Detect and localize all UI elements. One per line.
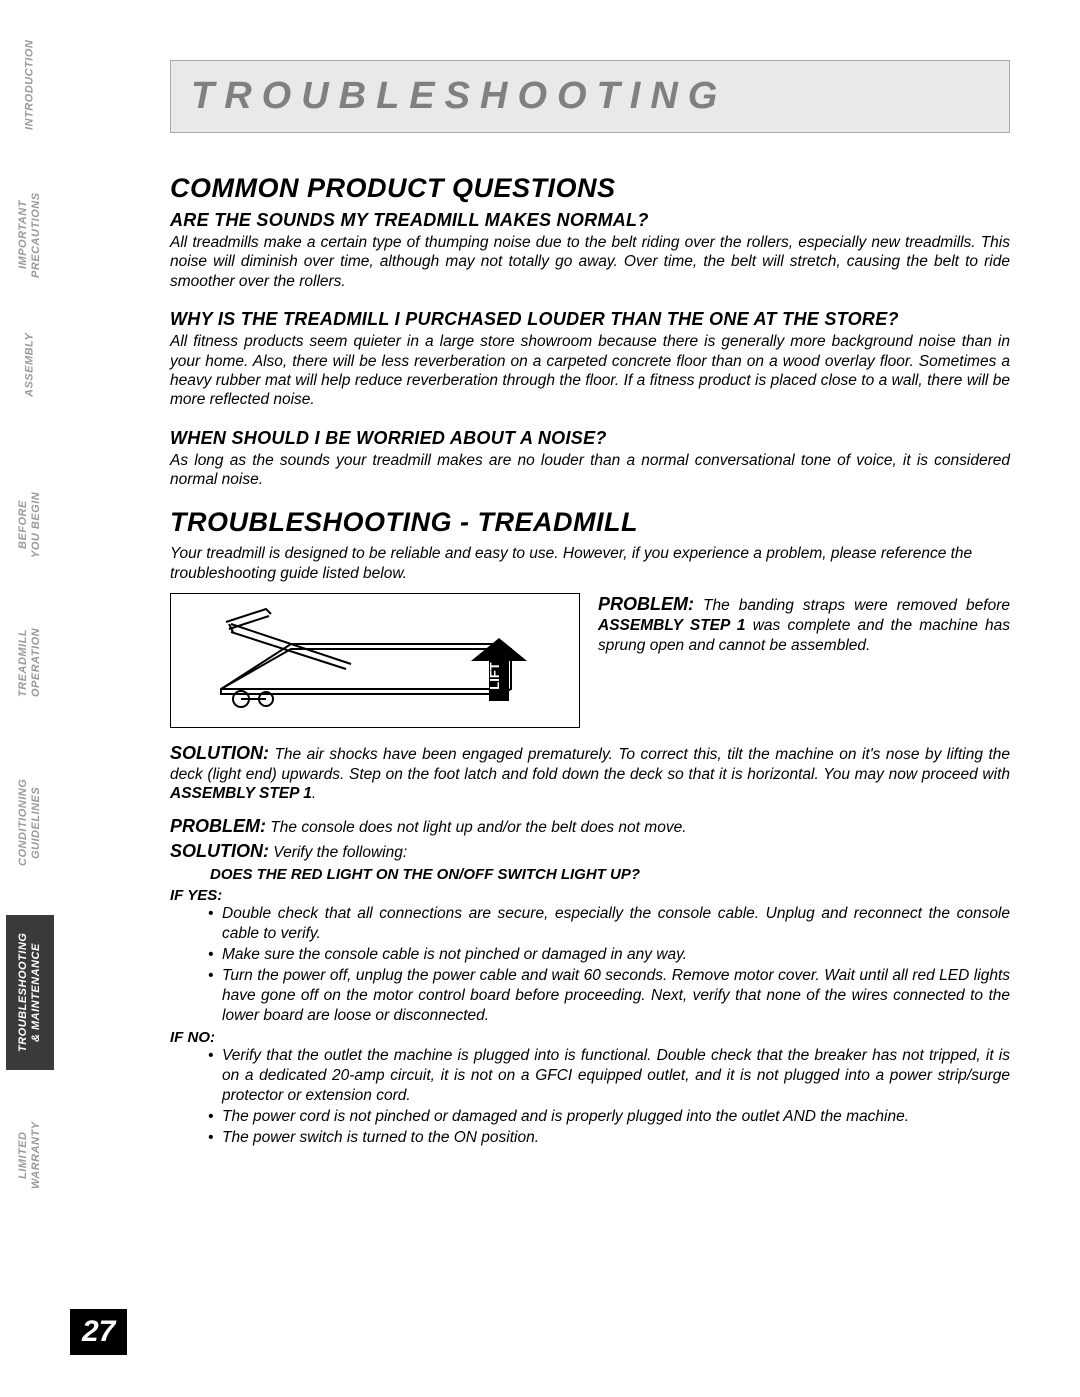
q3-title: WHEN SHOULD I BE WORRIED ABOUT A NOISE?	[170, 428, 1010, 449]
list-item: Make sure the console cable is not pinch…	[208, 945, 1010, 965]
sub-question: DOES THE RED LIGHT ON THE ON/OFF SWITCH …	[210, 866, 1010, 883]
section-title: TROUBLESHOOTING	[191, 75, 989, 118]
sidebar-tab[interactable]: ASSEMBLY	[6, 320, 54, 410]
q3-body: As long as the sounds your treadmill mak…	[170, 451, 1010, 490]
sidebar-tab[interactable]: CONDITIONINGGUIDELINES	[6, 760, 54, 885]
sidebar-tab[interactable]: INTRODUCTION	[6, 30, 54, 140]
sidebar-tab[interactable]: TROUBLESHOOTING& MAINTENANCE	[6, 915, 54, 1070]
problem-label: PROBLEM:	[170, 816, 266, 836]
sidebar-tab[interactable]: LIMITEDWARRANTY	[6, 1105, 54, 1205]
list-item: Double check that all connections are se…	[208, 904, 1010, 944]
solution1-text: SOLUTION: The air shocks have been engag…	[170, 742, 1010, 803]
if-yes-label: IF YES:	[170, 887, 1010, 904]
troubleshooting-intro: Your treadmill is designed to be reliabl…	[170, 544, 1010, 583]
if-yes-bullets: Double check that all connections are se…	[208, 904, 1010, 1025]
q1-title: ARE THE SOUNDS MY TREADMILL MAKES NORMAL…	[170, 210, 1010, 231]
main-content: TROUBLESHOOTING COMMON PRODUCT QUESTIONS…	[170, 60, 1010, 1148]
problem2-text: PROBLEM: The console does not light up a…	[170, 815, 1010, 838]
treadmill-diagram: LIFT	[170, 593, 580, 728]
problem-label: PROBLEM:	[598, 594, 694, 614]
solution-label: SOLUTION:	[170, 743, 269, 763]
q2-title: WHY IS THE TREADMILL I PURCHASED LOUDER …	[170, 309, 1010, 330]
page-number: 27	[70, 1309, 127, 1355]
sidebar-tab[interactable]: TREADMILLOPERATION	[6, 610, 54, 715]
sidebar-tab[interactable]: IMPORTANTPRECAUTIONS	[6, 175, 54, 295]
q1-body: All treadmills make a certain type of th…	[170, 233, 1010, 291]
svg-text:LIFT: LIFT	[487, 662, 502, 689]
problem1-row: LIFT PROBLEM: The banding straps were re…	[170, 593, 1010, 728]
if-no-label: IF NO:	[170, 1029, 1010, 1046]
heading-troubleshooting: TROUBLESHOOTING - TREADMILL	[170, 507, 1010, 538]
solution2-text: SOLUTION: Verify the following:	[170, 840, 1010, 863]
sidebar-tab[interactable]: BEFOREYOU BEGIN	[6, 475, 54, 575]
if-no-bullets: Verify that the outlet the machine is pl…	[208, 1046, 1010, 1147]
problem1-text: PROBLEM: The banding straps were removed…	[598, 593, 1010, 728]
section-title-box: TROUBLESHOOTING	[170, 60, 1010, 133]
list-item: Verify that the outlet the machine is pl…	[208, 1046, 1010, 1105]
list-item: The power switch is turned to the ON pos…	[208, 1128, 1010, 1148]
sidebar-tabs: INTRODUCTION IMPORTANTPRECAUTIONS ASSEMBLY…	[0, 0, 60, 1397]
list-item: Turn the power off, unplug the power cab…	[208, 966, 1010, 1025]
list-item: The power cord is not pinched or damaged…	[208, 1107, 1010, 1127]
heading-common-questions: COMMON PRODUCT QUESTIONS	[170, 173, 1010, 204]
q2-body: All fitness products seem quieter in a l…	[170, 332, 1010, 410]
solution-label: SOLUTION:	[170, 841, 269, 861]
